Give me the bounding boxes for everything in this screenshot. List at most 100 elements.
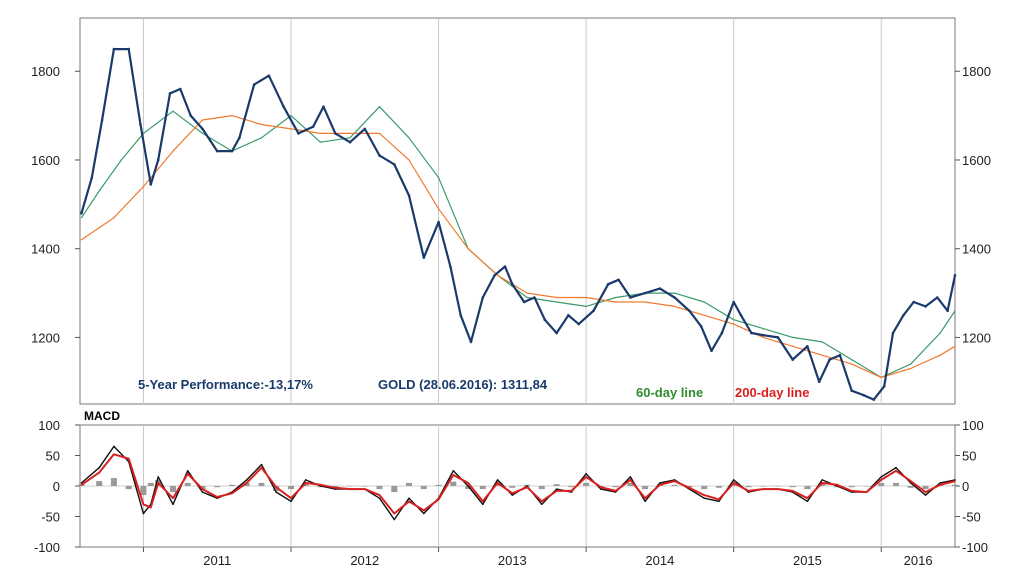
gold-price-point — [139, 123, 142, 126]
two-hundred-day-point — [792, 345, 794, 347]
macd-point — [703, 497, 705, 500]
x-tick-label: 2016 — [904, 553, 933, 568]
x-tick-label: 2011 — [203, 553, 231, 568]
macd-point — [718, 500, 720, 503]
signal-point — [393, 512, 396, 515]
macd-y-tick-right: 0 — [962, 479, 969, 494]
two-hundred-day-point — [497, 274, 499, 276]
macd-histogram-bar — [848, 486, 855, 488]
gold-price-point — [533, 296, 536, 299]
gold-price-point — [201, 127, 204, 131]
gold-price-point — [617, 278, 620, 282]
two-hundred-day-label: 200-day line — [735, 385, 809, 400]
two-hundred-day-point — [319, 132, 322, 134]
gold-price-point — [252, 83, 256, 86]
gold-price-point — [469, 340, 473, 344]
last-price-annotation: GOLD (28.06.2016): 1311,84 — [378, 377, 548, 392]
sixty-day-point — [319, 141, 322, 143]
macd-panel: MACD -100 -50 0 50 100 -100 -50 0 50 100 — [34, 409, 988, 555]
gold-price-point — [699, 325, 703, 328]
macd-point — [305, 479, 307, 481]
signal-point — [644, 497, 646, 500]
price-yticks-right: 1200 1400 1600 1800 — [955, 64, 991, 345]
sixty-day-point — [703, 301, 705, 303]
signal-point — [526, 486, 528, 489]
gold-price-point — [761, 333, 765, 337]
macd-histogram-bar — [435, 484, 442, 486]
sixty-day-point — [615, 296, 617, 299]
two-hundred-day-point — [260, 123, 263, 126]
macd-y-tick-right: 100 — [962, 418, 984, 433]
macd-point — [924, 494, 927, 496]
gold-price-point — [750, 331, 753, 335]
macd-histogram-bar — [479, 486, 486, 490]
macd-histogram-bar — [229, 484, 235, 486]
gold-price-point — [80, 211, 83, 215]
gold-price-point — [828, 358, 831, 361]
signal-point — [954, 480, 956, 482]
macd-histogram-bar — [391, 486, 398, 493]
gold-price-point — [334, 132, 337, 135]
macd-histogram-bar — [774, 486, 781, 487]
signal-point — [423, 509, 425, 512]
signal-point — [452, 474, 455, 476]
gold-price-point — [348, 140, 352, 144]
macd-histogram-bar — [553, 484, 560, 486]
macd-yticks-left: -100 -50 0 50 100 — [34, 418, 80, 555]
signal-point — [747, 490, 750, 492]
signal-point — [349, 488, 351, 490]
macd-point — [142, 512, 145, 515]
two-hundred-day-point — [674, 305, 676, 307]
gold-price-point — [481, 296, 485, 299]
signal-point — [600, 486, 602, 489]
sixty-day-point — [851, 359, 853, 361]
two-hundred-day-point — [438, 208, 440, 210]
price-y-tick-right: 1200 — [962, 330, 991, 345]
signal-point — [113, 453, 115, 456]
macd-point — [806, 500, 809, 503]
sixty-day-point — [910, 363, 912, 365]
price-y-tick-right: 1800 — [962, 64, 991, 79]
gold-price-point — [407, 194, 411, 197]
signal-point — [290, 497, 292, 500]
gold-price-point — [90, 176, 94, 179]
macd-point — [629, 476, 632, 478]
signal-point — [467, 482, 469, 484]
gold-price-point — [643, 291, 647, 295]
macd-point — [201, 491, 204, 493]
two-hundred-day-point — [880, 376, 882, 378]
two-hundred-day-point — [703, 314, 705, 316]
macd-histogram-bar — [125, 486, 132, 490]
signal-point — [305, 482, 307, 484]
gold-price-point — [230, 149, 234, 153]
two-hundred-day-point — [821, 354, 823, 356]
gold-price-point — [592, 309, 595, 313]
macd-point — [482, 503, 484, 506]
two-hundred-day-point — [851, 363, 853, 365]
gold-price-point — [437, 220, 440, 224]
macd-point — [880, 476, 882, 478]
macd-y-tick-right: 50 — [962, 449, 976, 464]
gold-price-point — [882, 385, 886, 388]
macd-y-tick-right: -50 — [962, 510, 981, 525]
macd-point — [260, 463, 263, 466]
sixty-day-point — [674, 292, 676, 294]
gold-price-point — [112, 47, 116, 51]
sixty-day-point — [408, 137, 410, 139]
signal-point — [201, 488, 204, 490]
sixty-day-point — [98, 190, 100, 192]
signal-point — [718, 498, 720, 501]
two-hundred-day-point — [954, 345, 956, 347]
macd-histogram-bar — [347, 486, 353, 487]
x-tick-label: 2012 — [350, 553, 379, 568]
two-hundred-day-point — [615, 301, 617, 303]
two-hundred-day-point — [467, 248, 469, 250]
two-hundred-day-point — [408, 159, 410, 161]
macd-histogram-bar — [170, 486, 176, 493]
price-y-tick-right: 1400 — [962, 242, 991, 257]
macd-point — [939, 482, 941, 484]
price-y-tick-left: 1400 — [31, 242, 60, 257]
macd-point — [600, 488, 602, 490]
gold-price-point — [850, 389, 853, 393]
gold-price-point — [577, 322, 580, 326]
